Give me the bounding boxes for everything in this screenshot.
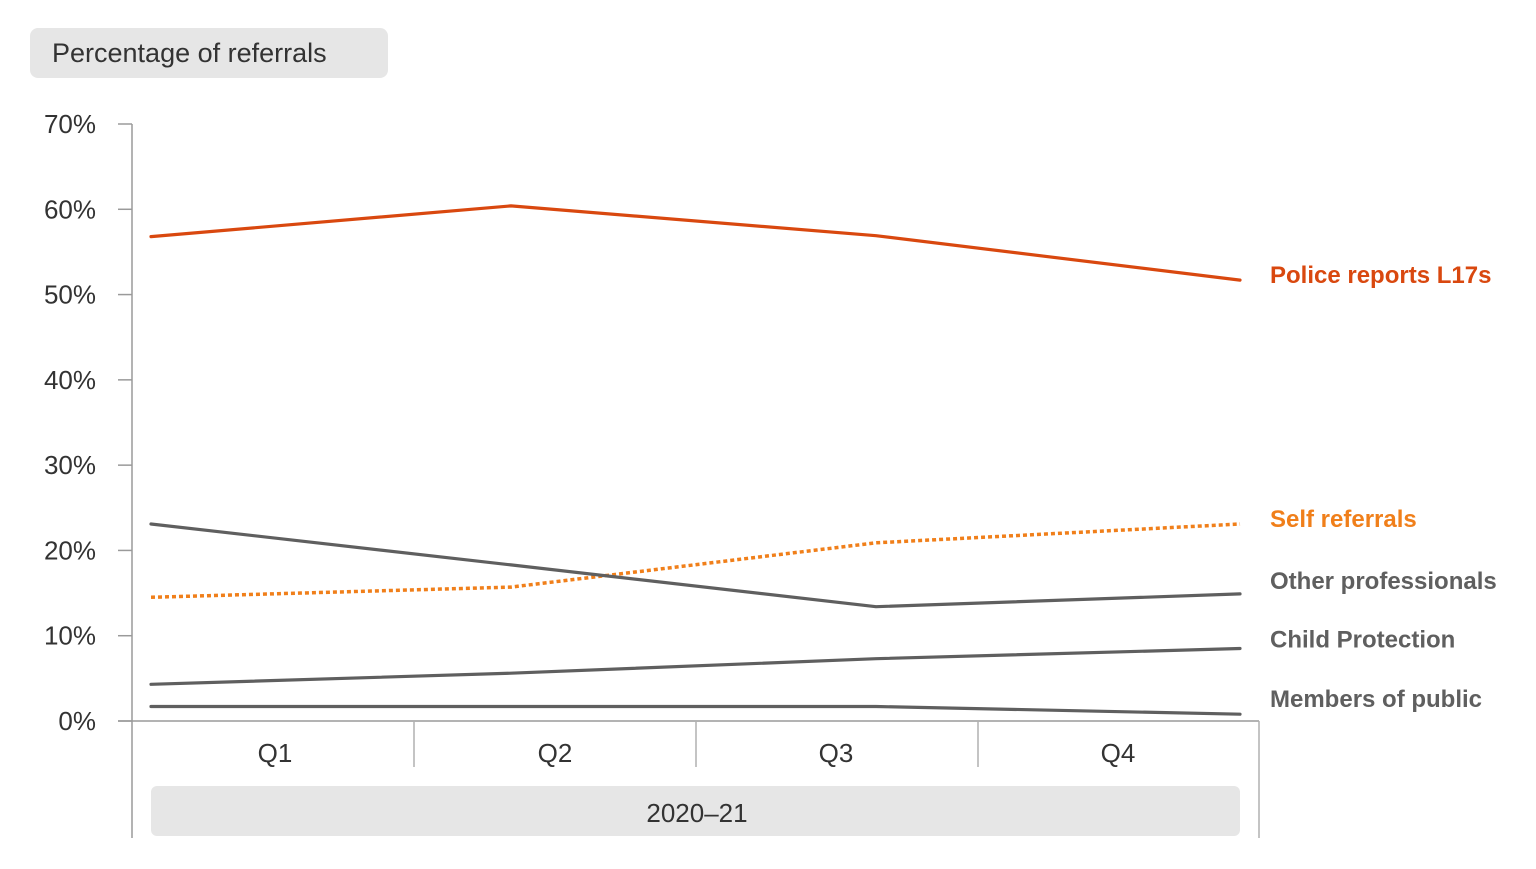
y-tick-label: 60% [44, 194, 96, 224]
x-tick-label: Q2 [538, 738, 573, 768]
series-line-police-reports-l17s [149, 204, 1242, 282]
y-tick-label: 50% [44, 280, 96, 310]
y-tick-labels: 0% 10% 20% 30% 40% 50% 60% 70% [44, 109, 96, 736]
series-label-self-referrals: Self referrals [1270, 506, 1417, 533]
x-tick-labels: Q1 Q2 Q3 Q4 [258, 738, 1136, 768]
y-axis-title-text: Percentage of referrals [52, 38, 327, 68]
series-lines [149, 204, 1242, 716]
x-tick-label: Q1 [258, 738, 293, 768]
y-tick-label: 20% [44, 535, 96, 565]
series-line-child-protection [149, 646, 1242, 686]
x-group-label-background [151, 786, 1240, 836]
y-tick-label: 0% [58, 706, 96, 736]
series-label-child-protection: Child Protection [1270, 627, 1455, 654]
y-tick-label: 10% [44, 621, 96, 651]
y-axis-title-background [30, 28, 388, 78]
series-line-members-of-public [149, 704, 1242, 716]
series-labels: Police reports L17s Self referrals Other p… [1270, 262, 1497, 713]
y-tick-label: 70% [44, 109, 96, 139]
series-line-self-referrals [150, 522, 1241, 600]
x-tick-label: Q4 [1101, 738, 1136, 768]
series-line-other-professionals [149, 522, 1242, 609]
y-axis-title: Percentage of referrals [30, 28, 388, 78]
series-label-other-professionals: Other professionals [1270, 568, 1497, 595]
y-tick-label: 30% [44, 450, 96, 480]
x-category-separators [413, 721, 979, 767]
x-tick-label: Q3 [819, 738, 854, 768]
x-group-label: 2020–21 [151, 786, 1240, 836]
y-tick-label: 40% [44, 365, 96, 395]
axes: 0% 10% 20% 30% 40% 50% 60% 70% Q1 Q2 Q3 Q4 [44, 109, 1260, 838]
series-label-members-of-public: Members of public [1270, 686, 1482, 713]
x-group-label-text: 2020–21 [646, 798, 747, 828]
y-ticks [118, 123, 132, 722]
series-label-police-reports-l17s: Police reports L17s [1270, 262, 1491, 289]
